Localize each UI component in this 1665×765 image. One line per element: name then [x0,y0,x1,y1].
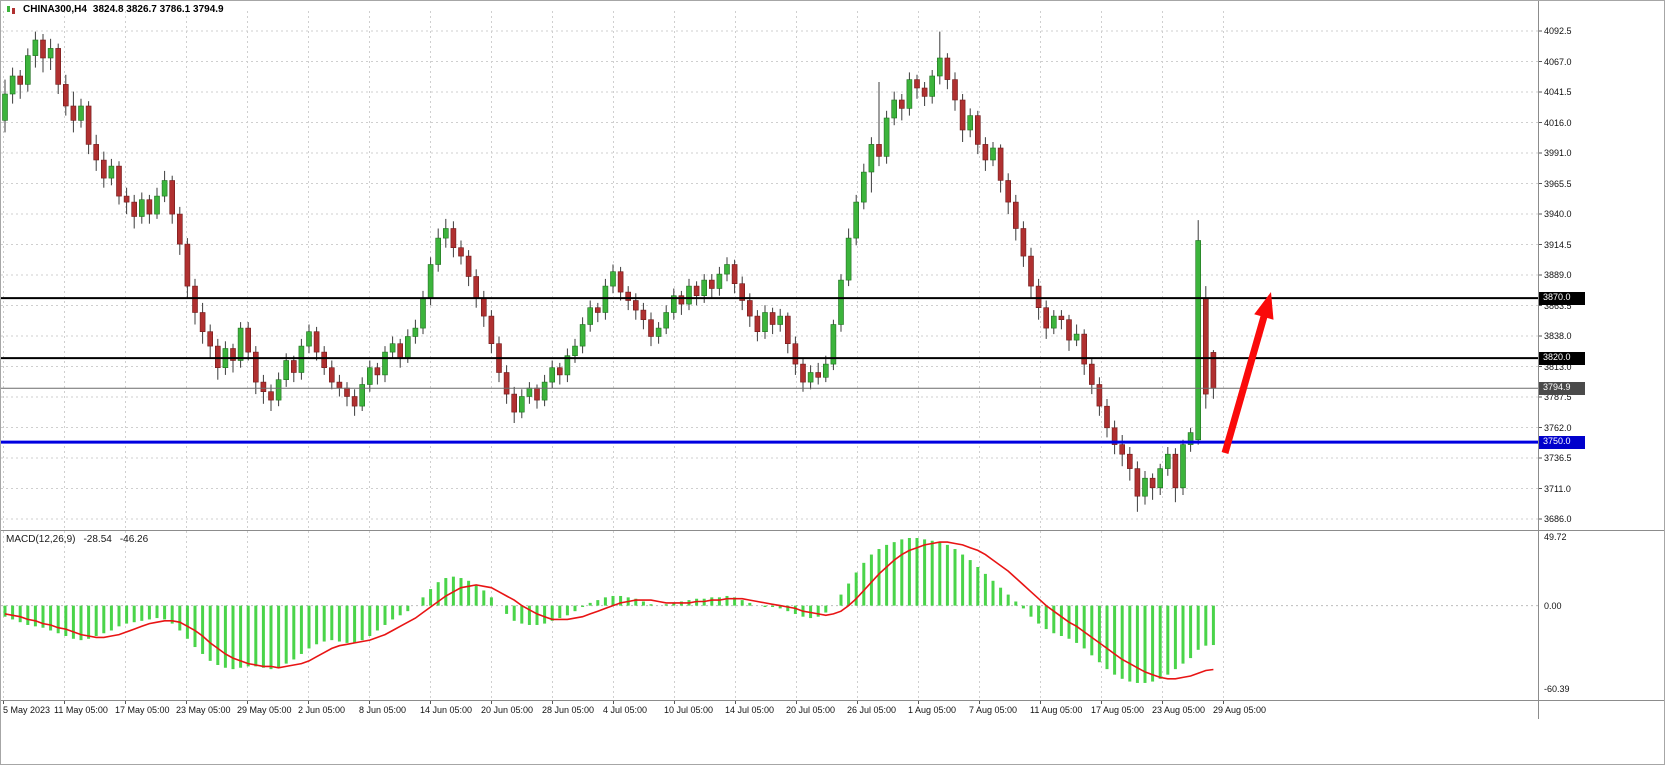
symbol-timeframe-label: CHINA300,H4 [23,4,87,15]
symbol-chart-icon[interactable] [6,4,17,15]
ohlc-readout: 3824.8 3826.7 3786.1 3794.9 [92,4,224,15]
red-up-arrow-annotation[interactable] [1221,292,1274,454]
horizontal-level-lines[interactable] [1,297,1538,444]
macd-series [3,537,1215,683]
macd-signal-value: -46.26 [119,534,149,545]
chart-symbol-header: CHINA300,H4 3824.8 3826.7 3786.1 3794.9 [6,4,224,15]
macd-name: MACD(12,26,9) [6,534,76,545]
macd-main-value: -28.54 [83,534,112,545]
panel-separators [1,1,1664,719]
candlestick-series [2,31,1217,512]
macd-indicator-label: MACD(12,26,9) -28.54 -46.26 [6,534,148,545]
